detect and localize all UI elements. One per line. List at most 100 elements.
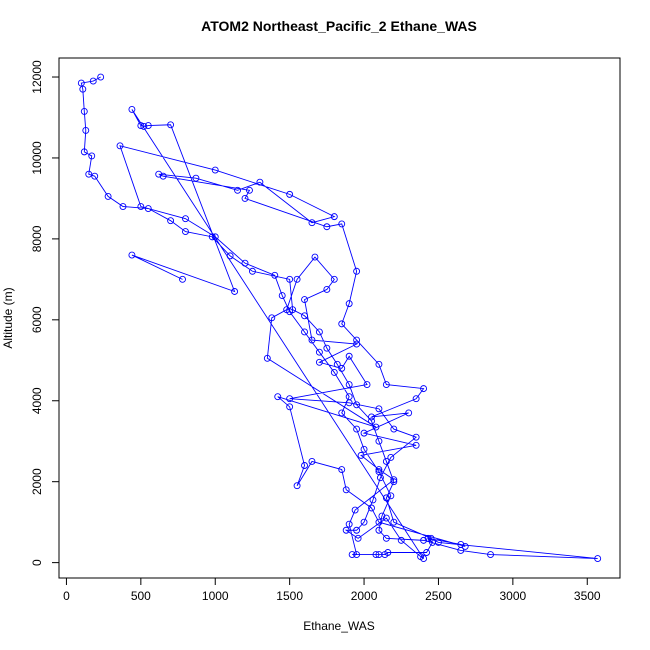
- data-point: [375, 466, 383, 473]
- data-point: [208, 233, 216, 241]
- y-tick-label: 4000: [30, 387, 44, 414]
- data-point: [360, 518, 368, 526]
- data-point: [345, 520, 353, 528]
- data-point: [301, 462, 308, 469]
- data-point: [348, 551, 356, 558]
- data-point: [342, 486, 350, 494]
- data-point: [420, 385, 428, 393]
- data-point: [461, 542, 469, 550]
- data-point: [82, 126, 90, 134]
- data-line: [80, 76, 598, 560]
- y-tick-label: 6000: [30, 306, 44, 333]
- data-point: [315, 328, 323, 336]
- data-point: [382, 494, 390, 502]
- x-tick-label: 2000: [351, 589, 378, 603]
- data-point: [345, 399, 353, 407]
- data-point: [263, 354, 271, 362]
- data-point: [420, 555, 428, 563]
- data-point: [241, 259, 249, 267]
- x-tick-label: 1000: [202, 589, 229, 603]
- data-point: [330, 275, 338, 283]
- data-point: [351, 506, 359, 514]
- data-point: [357, 451, 365, 459]
- data-point: [353, 267, 361, 275]
- data-point: [387, 453, 395, 461]
- data-point: [128, 251, 136, 259]
- data-point: [301, 296, 308, 304]
- data-point: [192, 174, 200, 182]
- y-tick-label: 8000: [30, 225, 44, 252]
- data-point: [155, 170, 163, 178]
- data-point: [487, 551, 494, 558]
- data-point: [338, 320, 346, 328]
- data-point: [390, 518, 398, 526]
- y-tick-label: 10000: [30, 141, 44, 175]
- data-point: [390, 425, 398, 433]
- data-point: [375, 405, 383, 413]
- data-point: [97, 73, 105, 81]
- data-point: [182, 228, 189, 236]
- data-point: [353, 551, 361, 558]
- data-point: [378, 512, 386, 520]
- data-point: [79, 85, 87, 93]
- data-point: [382, 458, 390, 465]
- data-point: [412, 441, 420, 449]
- x-axis-label: Ethane_WAS: [303, 619, 375, 633]
- data-point: [286, 275, 294, 283]
- data-point: [363, 381, 371, 389]
- x-tick-label: 0: [63, 589, 70, 603]
- data-point: [382, 514, 390, 522]
- data-point: [368, 504, 375, 512]
- data-point: [405, 409, 413, 417]
- data-point: [330, 213, 338, 221]
- data-point: [91, 172, 99, 180]
- data-point: [353, 336, 361, 344]
- data-point: [412, 433, 420, 441]
- data-point: [375, 360, 383, 368]
- x-tick-label: 3500: [574, 589, 601, 603]
- data-point: [80, 148, 88, 156]
- data-point: [308, 458, 316, 465]
- data-point: [387, 492, 395, 500]
- data-point: [167, 121, 175, 129]
- data-point: [323, 286, 331, 293]
- data-point: [345, 352, 353, 360]
- y-tick-label: 0: [30, 559, 44, 566]
- data-point: [80, 107, 88, 115]
- data-point: [333, 360, 341, 368]
- data-point: [283, 306, 291, 314]
- data-point: [353, 401, 361, 409]
- data-point: [360, 445, 368, 453]
- chart-title: ATOM2 Northeast_Pacific_2 Ethane_WAS: [201, 18, 477, 34]
- data-point: [345, 381, 353, 389]
- data-point: [246, 186, 253, 194]
- x-tick-label: 3000: [500, 589, 527, 603]
- y-axis-label: Altitude (m): [1, 287, 15, 348]
- data-point: [119, 203, 127, 210]
- data-point: [353, 526, 361, 534]
- data-point: [315, 358, 323, 366]
- data-point: [308, 219, 316, 227]
- data-point: [375, 437, 383, 445]
- data-point: [412, 395, 420, 403]
- data-point: [231, 288, 239, 295]
- data-point: [390, 476, 398, 484]
- data-point: [248, 267, 256, 275]
- data-point: [353, 340, 361, 348]
- data-point: [427, 534, 435, 542]
- data-point: [116, 142, 124, 150]
- data-point: [376, 474, 384, 482]
- data-point: [286, 190, 294, 198]
- data-point: [338, 409, 346, 417]
- data-point: [323, 344, 331, 352]
- data-point: [369, 496, 377, 504]
- data-point: [274, 393, 282, 401]
- data-point: [179, 275, 186, 283]
- data-point: [375, 526, 383, 534]
- data-point: [271, 271, 279, 279]
- data-point: [342, 526, 350, 534]
- data-point: [85, 170, 93, 178]
- data-point: [330, 368, 338, 376]
- x-tick-label: 500: [131, 589, 151, 603]
